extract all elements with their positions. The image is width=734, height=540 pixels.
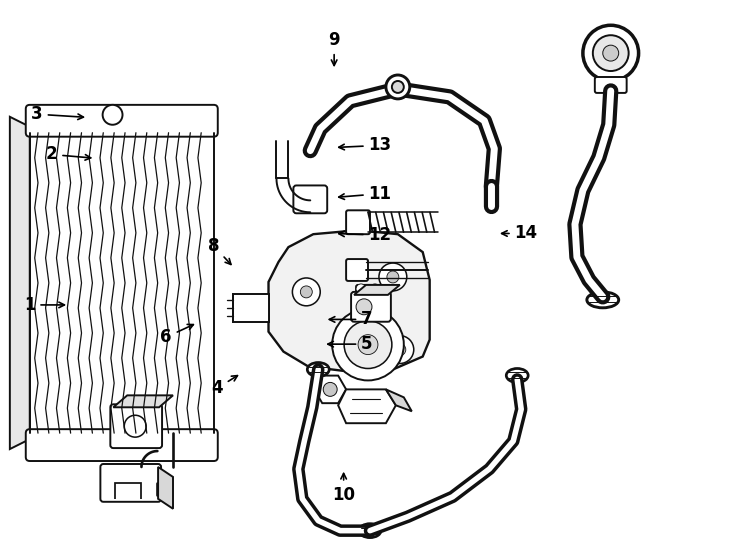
Circle shape bbox=[370, 284, 380, 294]
Text: 9: 9 bbox=[328, 31, 340, 65]
Text: 6: 6 bbox=[161, 325, 193, 346]
Ellipse shape bbox=[150, 490, 165, 500]
Polygon shape bbox=[354, 285, 400, 295]
FancyBboxPatch shape bbox=[26, 105, 218, 137]
Text: 8: 8 bbox=[208, 237, 231, 265]
Circle shape bbox=[333, 309, 404, 380]
Circle shape bbox=[103, 105, 123, 125]
Circle shape bbox=[344, 321, 392, 368]
FancyBboxPatch shape bbox=[346, 259, 368, 281]
Circle shape bbox=[292, 278, 320, 306]
Text: 3: 3 bbox=[31, 105, 84, 123]
Circle shape bbox=[583, 25, 639, 81]
Circle shape bbox=[124, 415, 146, 437]
Circle shape bbox=[358, 335, 378, 355]
Text: 1: 1 bbox=[24, 296, 65, 314]
Circle shape bbox=[603, 45, 619, 61]
Polygon shape bbox=[269, 230, 429, 372]
Ellipse shape bbox=[359, 524, 381, 538]
Text: 5: 5 bbox=[328, 335, 373, 353]
Circle shape bbox=[386, 336, 414, 363]
Text: 12: 12 bbox=[339, 226, 392, 244]
Ellipse shape bbox=[587, 292, 619, 308]
Circle shape bbox=[356, 299, 372, 315]
FancyBboxPatch shape bbox=[294, 185, 327, 213]
Polygon shape bbox=[386, 389, 412, 411]
Text: 2: 2 bbox=[46, 145, 91, 164]
FancyBboxPatch shape bbox=[26, 429, 218, 461]
Polygon shape bbox=[113, 395, 173, 407]
Text: 11: 11 bbox=[339, 185, 392, 202]
Polygon shape bbox=[338, 389, 396, 423]
Circle shape bbox=[323, 382, 337, 396]
Circle shape bbox=[387, 271, 399, 283]
Text: 13: 13 bbox=[339, 137, 392, 154]
Text: 7: 7 bbox=[330, 310, 373, 328]
FancyBboxPatch shape bbox=[110, 404, 162, 448]
Circle shape bbox=[394, 343, 406, 355]
Text: 10: 10 bbox=[332, 474, 355, 504]
Circle shape bbox=[593, 35, 628, 71]
Circle shape bbox=[392, 81, 404, 93]
Circle shape bbox=[379, 263, 407, 291]
Polygon shape bbox=[10, 117, 30, 449]
FancyBboxPatch shape bbox=[351, 292, 391, 322]
Circle shape bbox=[356, 284, 366, 294]
Text: 14: 14 bbox=[501, 225, 538, 242]
Circle shape bbox=[386, 75, 410, 99]
Polygon shape bbox=[233, 294, 269, 322]
Text: 4: 4 bbox=[211, 376, 238, 397]
Circle shape bbox=[300, 286, 312, 298]
FancyBboxPatch shape bbox=[346, 210, 370, 234]
Polygon shape bbox=[158, 467, 173, 509]
FancyBboxPatch shape bbox=[101, 464, 161, 502]
Ellipse shape bbox=[308, 362, 329, 376]
FancyBboxPatch shape bbox=[595, 77, 627, 93]
FancyBboxPatch shape bbox=[356, 285, 380, 311]
Ellipse shape bbox=[506, 368, 528, 382]
